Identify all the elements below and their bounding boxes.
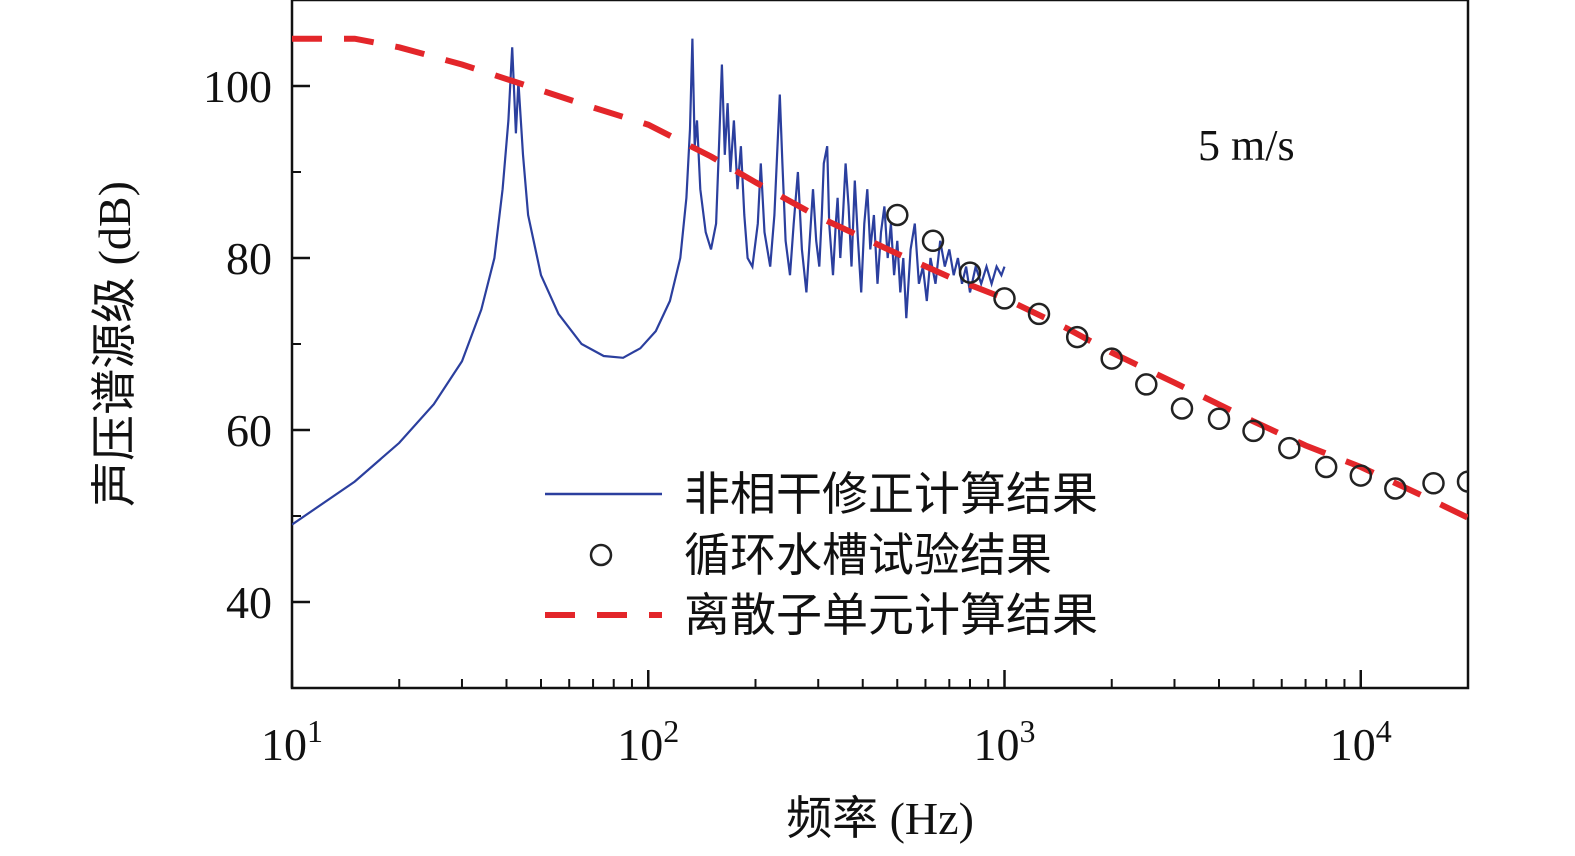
y-axis-ticks: 40 60 80 100 xyxy=(203,61,310,628)
data-point-circle xyxy=(1170,397,1194,420)
data-point-circle xyxy=(993,287,1016,310)
x-tick-label: 103 xyxy=(974,713,1036,770)
data-point-circle xyxy=(1207,407,1231,431)
data-point-circle xyxy=(1135,373,1158,396)
x-axis-ticks: 101 102 103 104 xyxy=(261,670,1392,770)
legend-label-incoherent: 非相干修正计算结果 xyxy=(684,469,1098,520)
legend-label-discrete: 离散子单元计算结果 xyxy=(684,590,1098,641)
x-minor-ticks xyxy=(398,679,1469,688)
y-tick-label: 60 xyxy=(226,405,272,456)
plot-area xyxy=(292,35,1468,526)
x-tick-label: 101 xyxy=(261,713,323,770)
y-tick-label: 100 xyxy=(203,61,272,112)
data-point-circle xyxy=(886,203,909,227)
legend: 非相干修正计算结果 循环水槽试验结果 离散子单元计算结果 xyxy=(545,469,1098,641)
legend-label-water-tunnel: 循环水槽试验结果 xyxy=(684,530,1052,581)
data-point-circle xyxy=(1314,455,1338,479)
series-discrete-subunit xyxy=(292,35,1468,521)
series-water-tunnel-test xyxy=(886,203,1468,500)
data-point-circle xyxy=(1100,347,1123,370)
y-axis-title: 声压谱源级 (dB) xyxy=(89,181,140,507)
y-tick-label: 80 xyxy=(226,233,272,284)
data-point-circle xyxy=(1278,436,1301,460)
data-point-circle xyxy=(921,229,945,253)
series-incoherent-corrected xyxy=(292,38,1006,526)
data-point-circle xyxy=(1384,477,1407,500)
y-tick-label: 40 xyxy=(226,577,272,628)
legend-swatch-circle xyxy=(589,543,613,567)
x-tick-label: 104 xyxy=(1330,713,1392,770)
data-point-circle xyxy=(1456,470,1468,493)
x-tick-label: 102 xyxy=(617,713,679,770)
data-point-circle xyxy=(1027,302,1051,326)
data-point-circle xyxy=(1422,472,1445,495)
data-point-circle xyxy=(1242,419,1265,443)
data-point-circle xyxy=(1349,464,1373,487)
data-point-circle xyxy=(1065,325,1089,349)
x-axis-title: 频率 (Hz) xyxy=(786,793,974,844)
data-point-circle xyxy=(958,261,982,284)
speed-annotation: 5 m/s xyxy=(1198,121,1295,170)
